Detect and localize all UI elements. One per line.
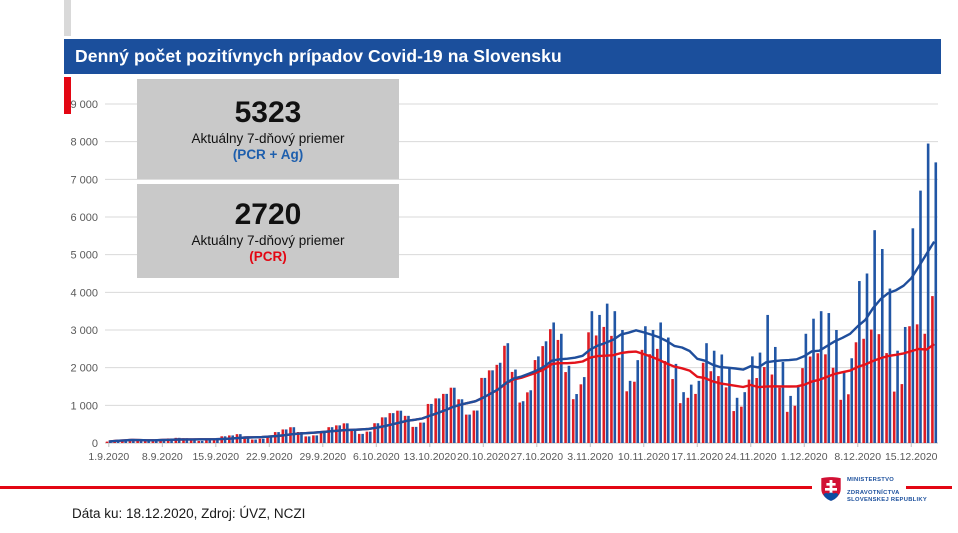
stat-label: Aktuálny 7-dňový priemer xyxy=(191,131,345,147)
svg-text:5 000: 5 000 xyxy=(70,250,98,262)
svg-text:1.9.2020: 1.9.2020 xyxy=(88,451,129,463)
footer-rule-left xyxy=(0,486,812,489)
stat-label: Aktuálny 7-dňový priemer xyxy=(191,233,345,249)
slovak-coat-of-arms-icon xyxy=(820,476,842,502)
svg-text:29.9.2020: 29.9.2020 xyxy=(299,451,346,463)
stat-card-pcr-ag: 5323 Aktuálny 7-dňový priemer (PCR + Ag) xyxy=(137,79,399,179)
footer-rule-right xyxy=(906,486,952,489)
top-gray-accent-bar xyxy=(64,0,71,36)
svg-text:0: 0 xyxy=(92,438,98,450)
svg-text:17.11.2020: 17.11.2020 xyxy=(671,451,723,463)
svg-text:20.10.2020: 20.10.2020 xyxy=(457,451,510,463)
svg-text:27.10.2020: 27.10.2020 xyxy=(511,451,564,463)
stat-card-pcr: 2720 Aktuálny 7-dňový priemer (PCR) xyxy=(137,184,399,278)
svg-text:6 000: 6 000 xyxy=(70,212,98,224)
stat-sub: (PCR) xyxy=(249,249,287,265)
svg-text:8 000: 8 000 xyxy=(70,137,98,149)
svg-text:8.12.2020: 8.12.2020 xyxy=(834,451,881,463)
svg-text:3.11.2020: 3.11.2020 xyxy=(567,451,613,463)
ministry-line-3: SLOVENSKEJ REPUBLIKY xyxy=(847,497,928,504)
stat-value: 2720 xyxy=(234,197,302,231)
ministry-line-2: ZDRAVOTNÍCTVA xyxy=(847,490,900,496)
svg-text:10.11.2020: 10.11.2020 xyxy=(618,451,670,463)
svg-text:9 000: 9 000 xyxy=(70,99,98,111)
stat-value: 5323 xyxy=(234,95,302,129)
svg-text:2 000: 2 000 xyxy=(70,363,98,375)
svg-text:24.11.2020: 24.11.2020 xyxy=(725,451,777,463)
svg-text:15.12.2020: 15.12.2020 xyxy=(885,451,938,463)
svg-text:6.10.2020: 6.10.2020 xyxy=(353,451,400,463)
svg-text:15.9.2020: 15.9.2020 xyxy=(192,451,239,463)
red-accent-bar xyxy=(64,77,71,114)
svg-text:8.9.2020: 8.9.2020 xyxy=(142,451,183,463)
title-bar: Denný počet pozitívnych prípadov Covid-1… xyxy=(64,39,941,74)
slide-title: Denný počet pozitívnych prípadov Covid-1… xyxy=(75,46,562,66)
svg-text:13.10.2020: 13.10.2020 xyxy=(404,451,457,463)
svg-text:1 000: 1 000 xyxy=(70,400,98,412)
footer-note: Dáta ku: 18.12.2020, Zdroj: ÚVZ, NCZI xyxy=(72,506,306,521)
svg-text:7 000: 7 000 xyxy=(70,174,98,186)
ministry-logo-text: MINISTERSTVO ZDRAVOTNÍCTVA SLOVENSKEJ RE… xyxy=(847,476,927,503)
ministry-line-1: MINISTERSTVO xyxy=(847,477,895,483)
svg-text:22.9.2020: 22.9.2020 xyxy=(246,451,293,463)
svg-text:1.12.2020: 1.12.2020 xyxy=(781,451,828,463)
ministry-logo: MINISTERSTVO ZDRAVOTNÍCTVA SLOVENSKEJ RE… xyxy=(820,476,927,503)
stat-sub: (PCR + Ag) xyxy=(232,147,304,163)
svg-text:3 000: 3 000 xyxy=(70,325,98,337)
svg-text:4 000: 4 000 xyxy=(70,287,98,299)
